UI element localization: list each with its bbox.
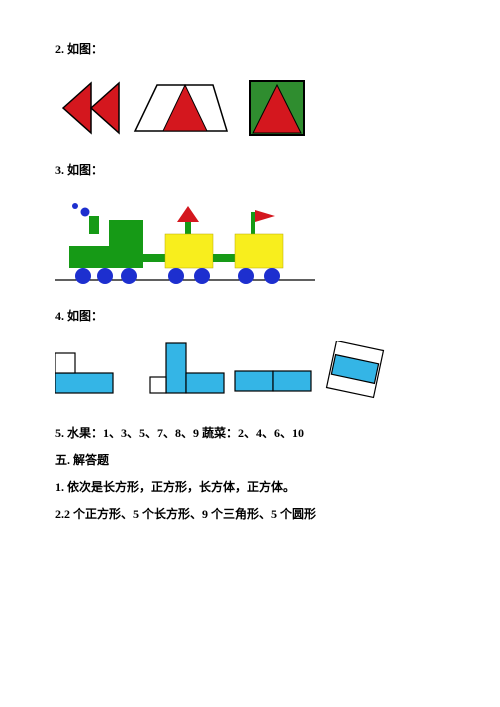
fig2-square: [250, 81, 304, 135]
figure-2: [55, 73, 445, 143]
fig4-svg: [55, 341, 395, 406]
q2-label: 2. 如图：: [55, 40, 445, 59]
answer-1: 1. 依次是长方形，正方形，长方体，正方体。: [55, 478, 445, 497]
fig4-shape-1: [55, 353, 113, 393]
section-5-title: 五. 解答题: [55, 451, 445, 470]
fig2-svg: [55, 73, 310, 143]
fig4-shape-3: [235, 371, 311, 391]
fig3-svg: [55, 194, 315, 289]
q4-label: 4. 如图：: [55, 307, 445, 326]
q5-text: 5. 水果：1、3、5、7、8、9 蔬菜：2、4、6、10: [55, 424, 445, 443]
page: 2. 如图： 3. 如图：: [0, 0, 500, 707]
fig3-car-2: [235, 210, 283, 284]
answer-2: 2.2 个正方形、5 个长方形、9 个三角形、5 个圆形: [55, 505, 445, 524]
figure-3: [55, 194, 445, 289]
fig2-trapezoid: [135, 85, 227, 131]
q3-label: 3. 如图：: [55, 161, 445, 180]
fig2-arrow: [63, 83, 119, 133]
fig4-shape-4: [327, 341, 384, 397]
figure-4: [55, 341, 445, 406]
fig4-shape-2: [150, 343, 224, 393]
fig3-car-1: [165, 206, 213, 284]
